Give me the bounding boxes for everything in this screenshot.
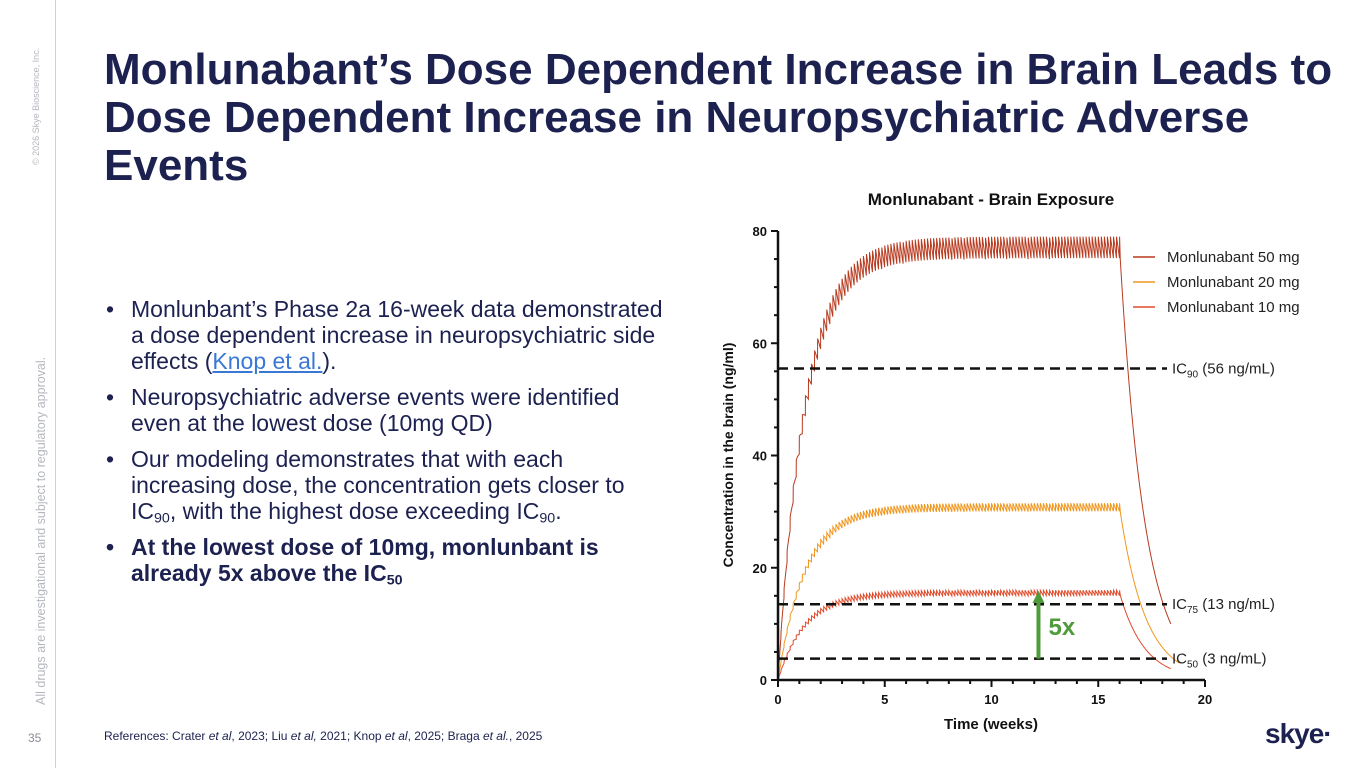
bullet-text: Our modeling demonstrates that with each…	[131, 446, 625, 524]
series-line-1	[777, 236, 1172, 681]
x-axis-title: Time (weeks)	[944, 716, 1038, 733]
page-number: 35	[28, 731, 42, 745]
legend-label-3: Monlunabant 10 mg	[1167, 299, 1300, 316]
bullet-item: Monlunbant’s Phase 2a 16-week data demon…	[104, 296, 664, 374]
subscript: 50	[386, 572, 403, 589]
x-tick-label: 15	[1091, 692, 1105, 707]
ic-reference-label-2: IC75 (13 ng/mL)	[1172, 596, 1275, 616]
legend-label-1: Monlunabant 50 mg	[1167, 249, 1300, 266]
brain-exposure-chart: Monlunabant - Brain Exposure IC90 (56 ng/…	[700, 185, 1340, 745]
bullet-list: Monlunbant’s Phase 2a 16-week data demon…	[104, 296, 664, 596]
series-line-2	[777, 503, 1180, 681]
bullet-text: Monlunbant’s Phase 2a 16-week data demon…	[131, 296, 663, 374]
ic-reference-label-3: IC50 (3 ng/mL)	[1172, 651, 1266, 671]
y-tick-label: 20	[753, 561, 767, 576]
y-tick-label: 40	[753, 449, 767, 464]
y-tick-label: 60	[753, 336, 767, 351]
x-tick-label: 20	[1198, 692, 1212, 707]
fold-annotation-label: 5x	[1048, 614, 1075, 641]
skye-logo: skye·	[1265, 718, 1333, 749]
ic-reference-label-1: IC90 (56 ng/mL)	[1172, 361, 1275, 381]
bullet-text: , with the highest dose exceeding IC	[169, 498, 540, 524]
fold-arrow-head	[1032, 591, 1045, 604]
bullet-item: Neuropsychiatric adverse events were ide…	[104, 384, 664, 436]
references: References: Crater et al, 2023; Liu et a…	[104, 729, 542, 743]
chart-svg: Monlunabant - Brain Exposure IC90 (56 ng/…	[720, 190, 1300, 733]
left-margin-bar: © 2026 Skye Bioscience, Inc. All drugs a…	[0, 0, 56, 768]
x-tick-label: 10	[984, 692, 998, 707]
subscript: 90	[154, 510, 170, 527]
series-line-3	[777, 588, 1172, 681]
ref-text: , 2025	[508, 729, 543, 743]
ref-italic: et al.	[482, 729, 509, 743]
y-axis-title: Concentration in the brain (ng/ml)	[720, 343, 736, 568]
slide-title: Monlunabant’s Dose Dependent Increase in…	[104, 45, 1333, 190]
ref-italic: et al,	[290, 729, 317, 743]
ref-text: References: Crater	[104, 729, 209, 743]
subscript: 90	[539, 510, 556, 527]
y-tick-label: 80	[753, 224, 767, 239]
legend-label-2: Monlunabant 20 mg	[1167, 274, 1300, 291]
ref-italic: et al	[384, 729, 408, 743]
ref-text: , 2023; Liu	[231, 729, 291, 743]
chart-title: Monlunabant - Brain Exposure	[868, 190, 1115, 209]
ref-text: 2021; Knop	[316, 729, 385, 743]
x-tick-label: 5	[881, 692, 888, 707]
x-tick-label: 0	[774, 692, 781, 707]
ref-text: , 2025; Braga	[407, 729, 483, 743]
y-tick-label: 0	[760, 673, 767, 688]
knop-reference-link[interactable]: Knop et al.	[212, 348, 323, 374]
bullet-item: Our modeling demonstrates that with each…	[104, 446, 664, 527]
bullet-text: .	[555, 498, 562, 524]
bullet-text: At the lowest dose of 10mg, monlunbant i…	[131, 534, 599, 586]
ref-italic: et al	[208, 729, 232, 743]
copyright-text: © 2026 Skye Bioscience, Inc.	[31, 47, 41, 165]
bullet-text: ).	[322, 348, 337, 374]
bullet-text: Neuropsychiatric adverse events were ide…	[131, 384, 620, 436]
bullet-item-highlight: At the lowest dose of 10mg, monlunbant i…	[104, 534, 664, 589]
disclaimer-text: All drugs are investigational and subjec…	[34, 356, 48, 705]
